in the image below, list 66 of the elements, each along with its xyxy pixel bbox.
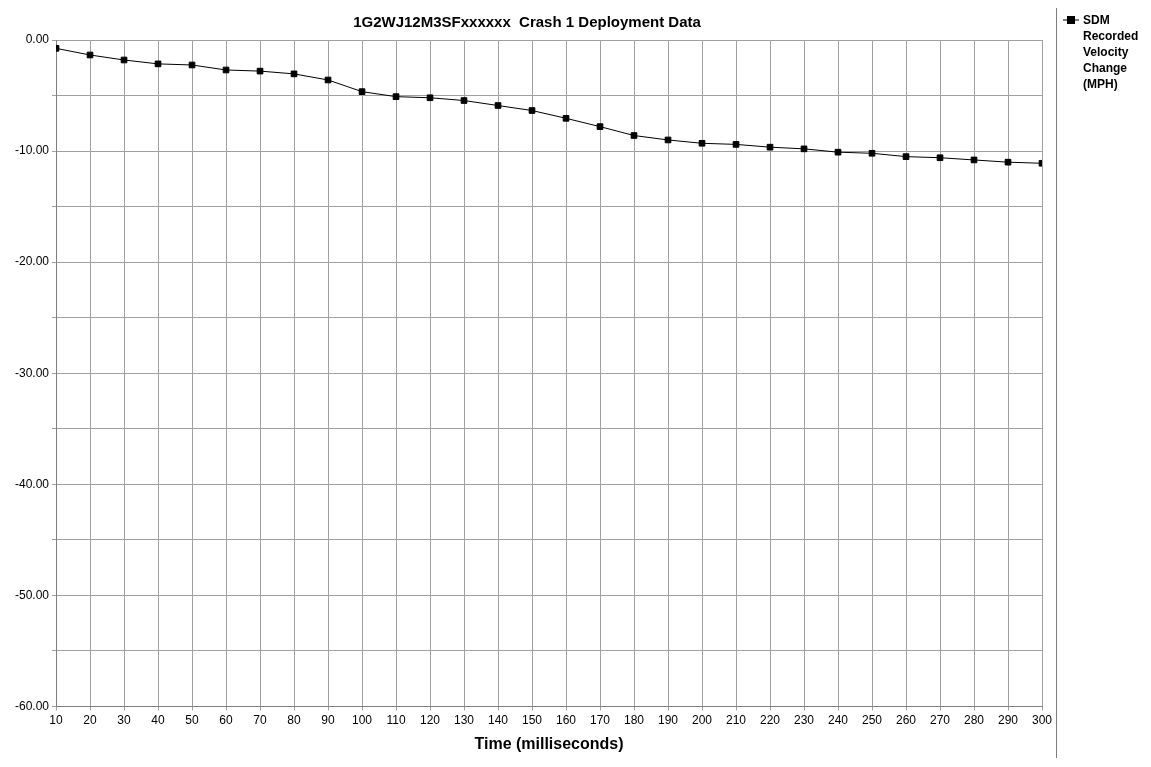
x-tick-label: 200 (691, 712, 713, 727)
x-tick-label: 10 (49, 712, 64, 727)
x-axis-title: Time (milliseconds) (474, 734, 624, 752)
point (562, 114, 570, 122)
x-tick-label: 300 (1031, 712, 1053, 727)
point (800, 145, 808, 153)
x-tick-label: 90 (321, 712, 336, 727)
point (460, 97, 468, 104)
x-tick-label: 60 (219, 712, 234, 727)
y-tick-label: -20.00 (14, 254, 50, 269)
x-tick-label: 230 (793, 712, 815, 727)
point (902, 153, 910, 160)
x-tick-label: 150 (522, 712, 543, 727)
x-tick-label: 130 (454, 712, 475, 727)
point (698, 139, 706, 147)
x-tick-label: 220 (759, 712, 781, 727)
x-tick-label: 260 (895, 712, 917, 727)
point (528, 107, 536, 114)
point (86, 51, 94, 59)
y-tick-label: -40.00 (14, 476, 50, 491)
legend-label: SDM Recorded Velocity Change (MPH) (1083, 12, 1140, 92)
x-tick-label: 70 (253, 712, 268, 727)
x-tick-label: 140 (488, 712, 509, 727)
point (766, 143, 774, 151)
point (358, 88, 366, 95)
point (426, 94, 434, 102)
x-tick-label: 240 (827, 712, 849, 727)
point (868, 149, 876, 157)
x-tick-label: 160 (556, 712, 577, 727)
x-tick-label: 120 (420, 712, 441, 727)
point (936, 154, 944, 162)
x-tick-label: 110 (386, 712, 406, 727)
point (596, 123, 604, 130)
point (154, 60, 162, 68)
x-tick-label: 250 (861, 712, 883, 727)
x-tick-label: 40 (151, 712, 166, 727)
point (290, 70, 298, 78)
x-tick-label: 170 (590, 712, 611, 727)
x-tick-label: 50 (185, 712, 200, 727)
point (494, 102, 502, 109)
x-tick-label: 30 (117, 712, 132, 727)
x-tick-label: 280 (963, 712, 985, 727)
y-tick-label: 0.00 (25, 32, 50, 47)
point (630, 132, 638, 139)
point (392, 93, 400, 100)
x-tick-label: 270 (929, 712, 951, 727)
y-tick-label: -30.00 (14, 365, 50, 380)
point (732, 141, 740, 148)
point (120, 56, 128, 64)
point (834, 148, 842, 156)
x-tick-label: 80 (287, 712, 302, 727)
y-tick-label: -50.00 (14, 587, 50, 602)
x-tick-label: 210 (725, 712, 747, 727)
x-tick-label: 290 (997, 712, 1019, 727)
x-tick-label: 100 (352, 712, 373, 727)
point (256, 67, 264, 75)
y-tick-label: -10.00 (14, 143, 50, 158)
x-tick-label: 180 (623, 712, 645, 727)
x-tick-label: 20 (83, 712, 98, 727)
y-tick-label: -60.00 (14, 698, 50, 713)
point (970, 156, 978, 164)
chart-title: 1G2WJ12M3SFxxxxxx Crash 1 Deployment Data (353, 13, 702, 31)
x-tick-label: 190 (657, 712, 679, 727)
point (188, 61, 196, 69)
point (1004, 158, 1012, 166)
point (664, 136, 672, 144)
